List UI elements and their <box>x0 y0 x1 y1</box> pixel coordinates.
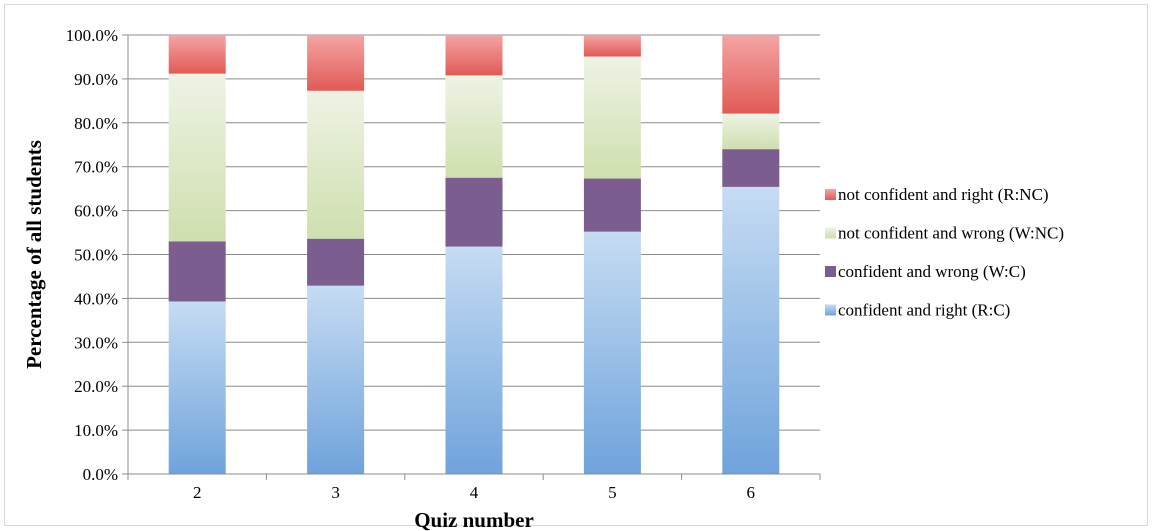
legend-swatch <box>825 189 836 200</box>
y-tick-label: 90.0% <box>74 70 118 89</box>
bar-segment <box>307 238 365 286</box>
legend-label: confident and wrong (W:C) <box>838 262 1026 281</box>
bar-segment <box>722 35 780 114</box>
bar-segment <box>583 35 641 57</box>
x-axis-title: Quiz number <box>414 508 534 531</box>
legend-swatch <box>825 227 836 239</box>
y-tick-label: 60.0% <box>74 202 118 221</box>
bar-segment <box>583 231 641 474</box>
legend-label: confident and right (R:C) <box>838 301 1010 320</box>
bar-segment <box>583 178 641 232</box>
y-tick-label: 70.0% <box>74 158 118 177</box>
bar-segment <box>168 301 226 474</box>
legend-swatch <box>825 266 836 277</box>
bar-segment <box>445 246 503 474</box>
bar-segment <box>583 56 641 179</box>
axes: 0.0% 10.0% 20.0% 30.0% 40.0% 50.0% 60.0% 70.0% 8… <box>66 26 821 502</box>
bar-segment <box>445 35 503 76</box>
bar-segment <box>168 73 226 242</box>
y-tick-label: 40.0% <box>74 289 118 308</box>
x-tick-label: 6 <box>747 483 756 502</box>
x-tick-label: 5 <box>608 483 617 502</box>
y-tick-label: 100.0% <box>66 26 118 45</box>
x-tick-label: 2 <box>193 483 202 502</box>
bar-segment <box>445 75 503 178</box>
bars <box>168 35 780 475</box>
y-tick-label: 10.0% <box>74 421 118 440</box>
x-tick-label: 3 <box>331 483 340 502</box>
bar-segment <box>307 90 365 239</box>
y-tick-label: 80.0% <box>74 114 118 133</box>
bar-segment <box>445 177 503 247</box>
legend-label: not confident and wrong (W:NC) <box>838 224 1064 243</box>
bar-segment <box>722 186 780 475</box>
y-tick-label: 0.0% <box>83 465 118 484</box>
bar-segment <box>722 113 780 150</box>
legend-swatch <box>825 304 836 316</box>
y-tick-label: 50.0% <box>74 246 118 265</box>
bar-segment <box>168 35 226 74</box>
y-tick-label: 20.0% <box>74 377 118 396</box>
legend: not confident and right (R:NC) not confid… <box>825 185 1064 320</box>
y-tick-label: 30.0% <box>74 333 118 352</box>
bar-segment <box>168 241 226 302</box>
bar-segment <box>307 285 365 474</box>
y-axis-title: Percentage of all students <box>22 140 46 369</box>
legend-label: not confident and right (R:NC) <box>838 185 1049 204</box>
bar-segment <box>307 35 365 91</box>
x-tick-label: 4 <box>470 483 479 502</box>
bar-segment <box>722 149 780 187</box>
